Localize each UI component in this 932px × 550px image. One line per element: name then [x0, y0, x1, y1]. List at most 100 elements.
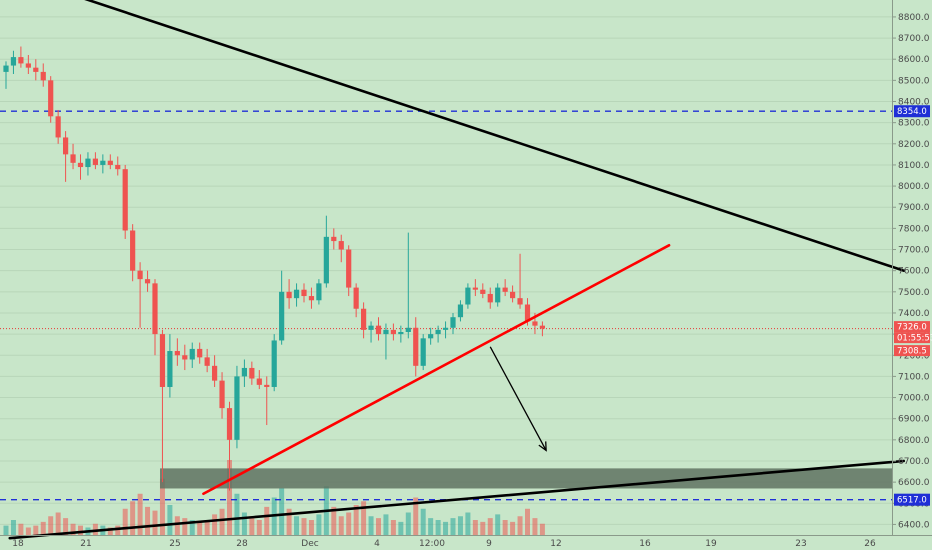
price-tag-label: 8354.0 [897, 107, 927, 117]
candle-body [435, 329, 441, 335]
volume-bar [174, 516, 180, 535]
candle-body [428, 334, 434, 339]
volume-bar [227, 460, 232, 535]
volume-bar [517, 516, 523, 535]
candle-body [346, 249, 352, 288]
candle-body [63, 137, 69, 155]
volume-bar [130, 501, 136, 535]
volume-bar [368, 516, 374, 535]
candle-body [55, 116, 61, 138]
price-tick-label: 7200.0 [898, 351, 930, 361]
price-tags: 8354.0 7326.001:55:53 7308.5 6517.0 [894, 105, 932, 506]
candle-body [338, 241, 344, 250]
candle-body [353, 287, 359, 309]
candle-body [77, 162, 84, 168]
price-axis[interactable]: 8800.0 8700.0 8600.0 8500.0 8400.0 8300.0 8200… [892, 13, 930, 531]
volume-bar [376, 518, 381, 535]
time-tick-label: 12:00 [419, 539, 445, 549]
candle-body [510, 291, 516, 299]
volume-bar [346, 512, 352, 535]
candle-body [40, 71, 46, 81]
arrow-head [538, 441, 547, 452]
price-tag-label: 6517.0 [897, 496, 927, 506]
volume-bar [122, 508, 128, 535]
candle-body [279, 291, 285, 341]
price-tick-label: 8700.0 [898, 34, 930, 44]
volume-bar [25, 527, 31, 535]
volume-bar [212, 514, 218, 535]
candle-body [92, 158, 98, 165]
candle-body [271, 340, 277, 387]
candle-body [398, 331, 404, 335]
time-tick-label: 28 [236, 539, 248, 549]
candle-body [502, 287, 508, 292]
volume-bar [480, 521, 486, 535]
price-tick-label: 6600.0 [898, 478, 930, 488]
candle-body [308, 296, 315, 301]
volume-bar [428, 518, 434, 535]
trendline [84, 0, 906, 272]
candle-body [368, 325, 374, 330]
price-tick-label: 8400.0 [898, 98, 930, 108]
volume-bar [55, 512, 61, 535]
volume-bar [70, 523, 76, 535]
price-tick-label: 7400.0 [898, 309, 930, 319]
volume-bar [107, 527, 113, 535]
volume-bar [465, 512, 471, 535]
candle-body [167, 351, 173, 387]
price-tag-label: 7308.5 [897, 347, 927, 357]
candle-body [234, 376, 240, 440]
candle-body [189, 348, 195, 360]
volume-bar [420, 508, 426, 535]
candle-body [256, 378, 262, 385]
support-zone[interactable] [160, 468, 892, 489]
volume-bar [189, 520, 195, 535]
trendlines[interactable] [8, 0, 906, 540]
volume-bar [390, 520, 396, 535]
arrow-shaft [489, 346, 547, 451]
candle-body [405, 327, 411, 332]
time-tick-label: 23 [795, 539, 806, 549]
projection-arrow[interactable] [489, 346, 547, 452]
volume-bar [353, 505, 359, 535]
price-tick-label: 7000.0 [898, 394, 930, 404]
volume-bar [487, 518, 493, 535]
volume-bar [495, 514, 501, 535]
candle-body [174, 351, 180, 356]
candle-body [130, 230, 136, 271]
candle-body [152, 283, 158, 335]
volume-bar [301, 518, 307, 535]
volume-bar [256, 520, 262, 535]
volume-bar [405, 512, 411, 535]
volume-bar [435, 520, 441, 535]
volume-bar [219, 508, 225, 535]
price-tick-label: 8500.0 [898, 76, 930, 86]
candle-body [361, 308, 367, 330]
candle-body [465, 287, 471, 305]
volume-bar [78, 525, 83, 535]
candle-body [457, 304, 464, 318]
volume-bar [159, 478, 165, 535]
price-tick-label: 7900.0 [898, 203, 930, 213]
price-tick-label: 7800.0 [898, 224, 930, 234]
candle-body [204, 357, 210, 366]
trendline [8, 459, 906, 540]
price-tick-label: 6700.0 [898, 457, 930, 467]
price-tag-label: 01:55:53 [897, 334, 932, 344]
candle-body [293, 289, 300, 299]
volume-bar [204, 520, 210, 535]
candle-body [323, 236, 329, 284]
price-tick-label: 6400.0 [898, 520, 930, 530]
price-tick-label: 8200.0 [898, 140, 930, 150]
price-tick-label: 6800.0 [898, 436, 930, 446]
candle-body [539, 325, 545, 329]
volume-bar [167, 505, 173, 535]
volume-bar [182, 518, 188, 535]
candle-body [495, 287, 501, 303]
candle-body [442, 327, 449, 330]
volume-bar [145, 506, 151, 535]
time-axis[interactable]: 18 21 25 28 Dec 4 12:00 9 12 16 19 23 26 [12, 539, 876, 549]
volume-bar [450, 518, 456, 535]
candle-body [375, 325, 382, 335]
